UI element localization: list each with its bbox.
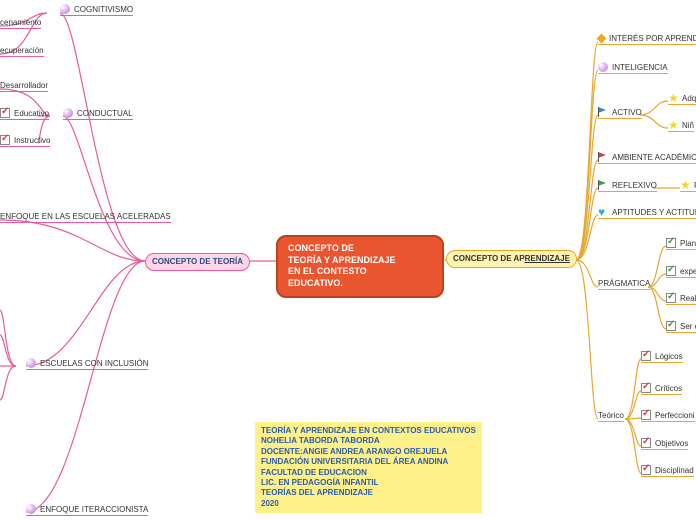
right-node-12[interactable]: Reali [666,293,696,305]
right-node-4[interactable]: ★Niñ [668,120,694,132]
right-node-0[interactable]: INTERÉS POR APRENDER Y P [598,34,696,45]
right-node-3[interactable]: ACTIVO [598,107,642,119]
left-node-1[interactable]: cenamiento [0,18,41,29]
node-label: Reali [680,294,696,303]
left-node-0[interactable]: COGNITIVISMO [60,4,133,16]
node-label: cenamiento [0,18,41,27]
right-node-17[interactable]: Perfeccioni [641,410,695,422]
node-label: ENFOQUE EN LAS ESCUELAS ACELERADAS [0,212,171,221]
node-label: Teórico [598,411,624,420]
node-label: Instructivo [14,136,50,145]
node-label: COGNITIVISMO [74,5,133,14]
left-node-6[interactable]: Instructivo [0,135,50,147]
right-node-16[interactable]: Teórico [598,411,624,422]
node-label: Plani [680,239,696,248]
right-node-9[interactable]: Plani [666,238,696,250]
right-node-7[interactable]: ★R [680,180,696,192]
node-label: CONDUCTUAL [77,109,133,118]
node-label: ecuperación [0,46,44,55]
node-label: Ser o [680,322,696,331]
node-label: Niñ [682,121,694,130]
right-node-11[interactable]: PRÁGMATICA [598,279,650,290]
node-label: ENFOQUE ITERACCIONISTA [40,505,148,514]
right-node-18[interactable]: Objetivos [641,438,688,450]
left-node-7[interactable]: ENFOQUE EN LAS ESCUELAS ACELERADAS [0,212,171,223]
node-label: PRÁGMATICA [598,279,650,288]
node-label: Lógicos [655,352,683,361]
node-label: ESCUELAS CON INCLUSIÓN [40,359,148,368]
right-node-8[interactable]: ♥APTITUDES Y ACTITUDES [598,207,696,219]
left-node-3[interactable]: Desarrollador [0,81,48,92]
node-label: Disciplinad [655,466,694,475]
node-label: Desarrollador [0,81,48,90]
mindmap-canvas: CONCEPTO DETEORÍA Y APRENDIZAJEEN EL CON… [0,0,696,520]
right-node-14[interactable]: Lógicos [641,351,683,363]
right-node-13[interactable]: Ser o [666,321,696,333]
footer-info: TEORÍA Y APRENDIZAJE EN CONTEXTOS EDUCAT… [255,422,482,513]
left-node-2[interactable]: ecuperación [0,46,44,57]
left-node-5[interactable]: Educativo [0,108,49,120]
right-node-6[interactable]: REFLEXIVO [598,180,657,192]
node-label: exper [680,267,696,276]
left-main-topic[interactable]: CONCEPTO DE TEORÍA [145,253,250,271]
node-label: INTERÉS POR APRENDER Y P [609,34,696,43]
node-label: Perfeccioni [655,411,695,420]
right-node-2[interactable]: ★Adq [668,93,696,105]
node-label: Educativo [14,109,49,118]
node-label: Adq [682,94,696,103]
node-label: ACTIVO [612,108,642,117]
right-node-1[interactable]: INTELIGENCIA [598,62,668,74]
node-label: Críticos [655,384,682,393]
center-topic[interactable]: CONCEPTO DETEORÍA Y APRENDIZAJEEN EL CON… [276,235,444,298]
left-node-8[interactable]: ESCUELAS CON INCLUSIÓN [26,358,148,370]
right-node-5[interactable]: AMBIENTE ACADÉMICO [598,152,696,164]
right-main-topic[interactable]: CONCEPTO DE APRENDIZAJE [446,250,577,268]
node-label: AMBIENTE ACADÉMICO [612,153,696,162]
node-label: Objetivos [655,439,688,448]
right-node-19[interactable]: Disciplinad [641,465,694,477]
node-label: APTITUDES Y ACTITUDES [612,208,696,217]
node-label: INTELIGENCIA [612,63,668,72]
left-node-4[interactable]: CONDUCTUAL [63,108,133,120]
right-node-15[interactable]: Críticos [641,383,682,395]
node-label: REFLEXIVO [612,181,657,190]
right-node-10[interactable]: exper [666,266,696,278]
left-node-9[interactable]: ENFOQUE ITERACCIONISTA [26,504,148,516]
